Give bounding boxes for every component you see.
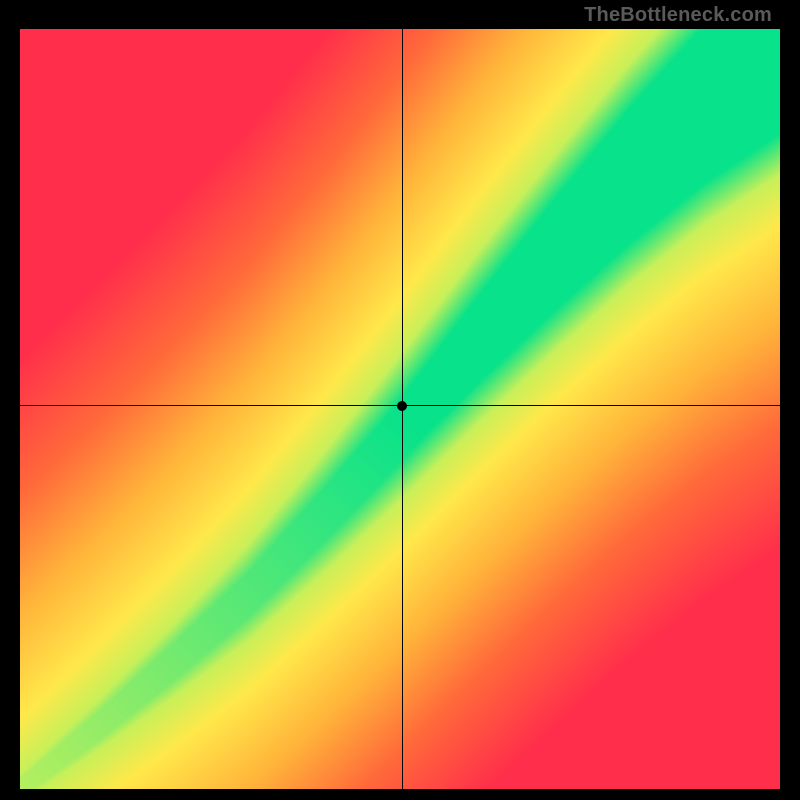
marker-dot	[397, 401, 407, 411]
watermark-text: TheBottleneck.com	[20, 0, 780, 29]
bottleneck-heatmap	[20, 29, 780, 789]
